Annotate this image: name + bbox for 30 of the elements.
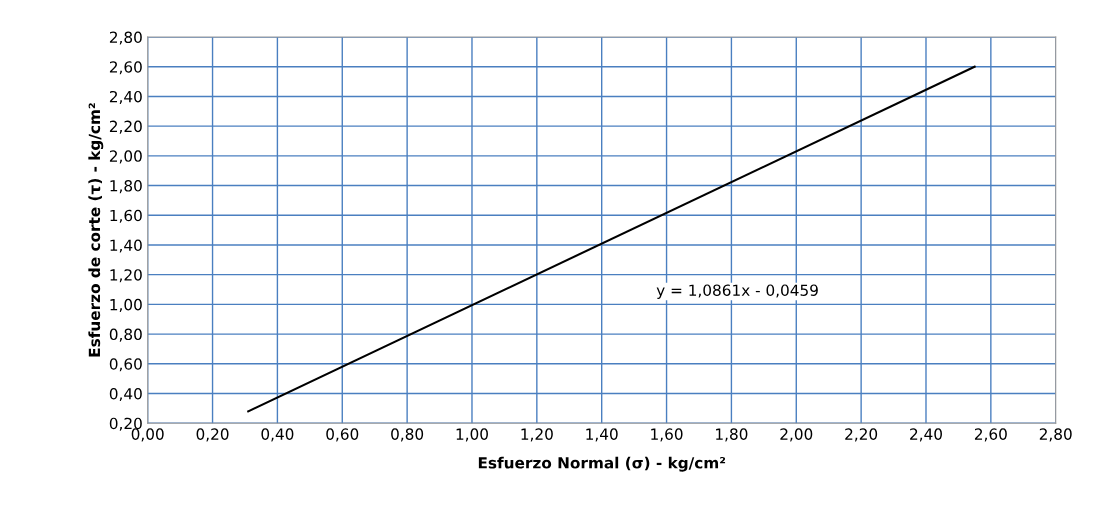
x-tick-label: 1,80 xyxy=(716,428,748,442)
y-tick-label: 1,60 xyxy=(110,209,142,223)
x-tick-label: 0,40 xyxy=(261,428,294,442)
x-tick-label: 1,20 xyxy=(521,428,553,442)
y-tick-label: 0,60 xyxy=(109,358,142,372)
x-tick-label: 2,40 xyxy=(910,428,942,442)
x-tick-label: 1,60 xyxy=(651,428,683,442)
y-tick-label: 2,20 xyxy=(109,120,142,134)
y-tick-label: 2,80 xyxy=(109,31,142,45)
y-tick-label: 2,60 xyxy=(109,61,142,75)
y-axis-title: Esfuerzo de corte (τ) - kg/cm² xyxy=(88,103,104,357)
x-tick-label: 2,80 xyxy=(1039,428,1072,442)
x-tick-label: 2,60 xyxy=(974,428,1007,442)
y-tick-label: 2,00 xyxy=(109,150,142,164)
x-tick-label: 1,40 xyxy=(586,428,618,442)
x-tick-label: 2,20 xyxy=(845,428,878,442)
x-tick-label: 2,00 xyxy=(780,428,813,442)
y-tick-label: 1,40 xyxy=(110,239,142,253)
y-tick-label: 0,80 xyxy=(109,328,142,342)
y-tick-label: 1,00 xyxy=(110,298,142,312)
x-tick-label: 0,20 xyxy=(196,428,229,442)
y-tick-label: 0,40 xyxy=(109,387,142,402)
x-tick-label: 0,80 xyxy=(391,428,424,442)
x-tick-label: 1,00 xyxy=(456,428,488,442)
annotation: y = 1,0861x - 0,0459 xyxy=(656,284,818,299)
y-tick-label: 1,20 xyxy=(110,269,142,283)
x-axis-title: Esfuerzo Normal (σ) - kg/cm² xyxy=(478,456,726,472)
y-tick-label: 1,80 xyxy=(110,180,142,194)
y-tick-label: 2,40 xyxy=(109,90,142,105)
x-tick-label: 0,60 xyxy=(326,428,359,442)
